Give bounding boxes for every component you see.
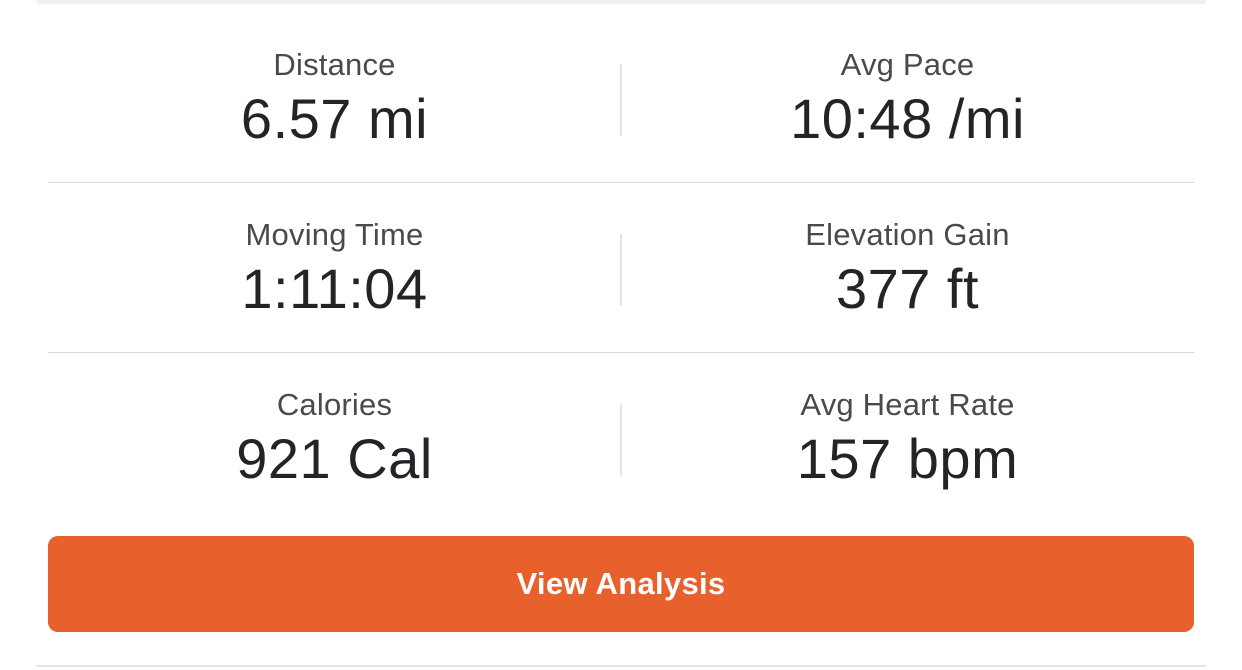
stat-label: Calories	[276, 387, 393, 422]
stat-value: 377 ft	[835, 257, 980, 320]
stat-value: 1:11:04	[241, 257, 428, 320]
stats-row-calories-heart-rate: Calories 921 Cal Avg Heart Rate 157 bpm	[48, 353, 1194, 522]
stats-row-distance-pace: Distance 6.57 mi Avg Pace 10:48 /mi	[48, 13, 1194, 183]
stat-calories: Calories 921 Cal	[48, 353, 621, 522]
column-divider	[620, 64, 622, 136]
stat-label: Avg Pace	[840, 47, 975, 82]
view-analysis-button[interactable]: View Analysis	[48, 536, 1194, 632]
stat-value: 10:48 /mi	[790, 87, 1025, 150]
stat-label: Avg Heart Rate	[800, 387, 1015, 422]
stats-row-time-elevation: Moving Time 1:11:04 Elevation Gain 377 f…	[48, 183, 1194, 353]
stat-avg-heart-rate: Avg Heart Rate 157 bpm	[621, 353, 1194, 522]
stat-value: 157 bpm	[796, 427, 1019, 490]
stat-distance: Distance 6.57 mi	[48, 13, 621, 182]
stat-value: 921 Cal	[236, 427, 433, 490]
stat-avg-pace: Avg Pace 10:48 /mi	[621, 13, 1194, 182]
stat-label: Moving Time	[245, 217, 424, 252]
stat-elevation-gain: Elevation Gain 377 ft	[621, 183, 1194, 352]
column-divider	[620, 404, 622, 476]
stat-value: 6.57 mi	[240, 87, 429, 150]
card-top-edge	[36, 0, 1206, 4]
stat-label: Distance	[273, 47, 396, 82]
stat-moving-time: Moving Time 1:11:04	[48, 183, 621, 352]
stat-label: Elevation Gain	[805, 217, 1010, 252]
section-divider	[36, 665, 1206, 667]
column-divider	[620, 234, 622, 306]
stats-grid: Distance 6.57 mi Avg Pace 10:48 /mi Movi…	[48, 13, 1194, 522]
